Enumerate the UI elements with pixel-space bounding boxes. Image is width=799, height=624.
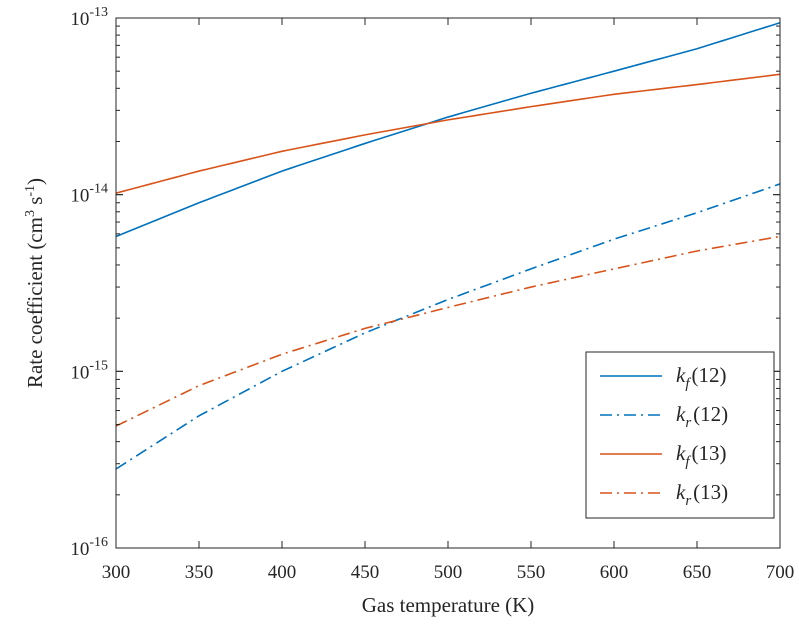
- legend-label-4: kr(13): [676, 480, 728, 509]
- series-line-2: [115, 183, 781, 470]
- x-tick-labels: 300 350 400 450 500 550 600 650 700: [102, 562, 795, 583]
- x-tick-label: 650: [683, 562, 712, 583]
- legend-label-2: kr(12): [676, 402, 728, 431]
- series-line-3: [115, 73, 781, 194]
- legend-label-1: kf(12): [676, 363, 727, 392]
- x-tick-label: 500: [434, 562, 463, 583]
- y-tick-label: 10-14: [70, 182, 108, 207]
- legend-box: [585, 351, 775, 519]
- y-tick-label: 10-13: [70, 5, 108, 30]
- series-line-1: [115, 21, 781, 238]
- y-axis-label: Rate coefficient (cm3 s-1): [23, 178, 47, 388]
- y-tick-label: 10-16: [70, 535, 108, 560]
- y-tick-labels: 10-16 10-15 10-14 10-13: [70, 5, 108, 560]
- x-tick-label: 600: [600, 562, 629, 583]
- x-tick-label: 700: [766, 562, 795, 583]
- x-tick-label: 300: [102, 562, 131, 583]
- y-tick-label: 10-15: [70, 358, 108, 383]
- legend-label-3: kf(13): [676, 441, 727, 470]
- x-tick-label: 450: [351, 562, 380, 583]
- plot-area-frame: [115, 17, 781, 549]
- x-tick-label: 550: [517, 562, 546, 583]
- x-tick-label: 350: [185, 562, 214, 583]
- series-line-4: [115, 235, 781, 427]
- series-lines: [115, 21, 781, 470]
- legend: kf(12) kr(12) kf(13) kr(13): [585, 351, 775, 519]
- x-tick-label: 400: [268, 562, 297, 583]
- x-axis-label: Gas temperature (K): [362, 593, 535, 617]
